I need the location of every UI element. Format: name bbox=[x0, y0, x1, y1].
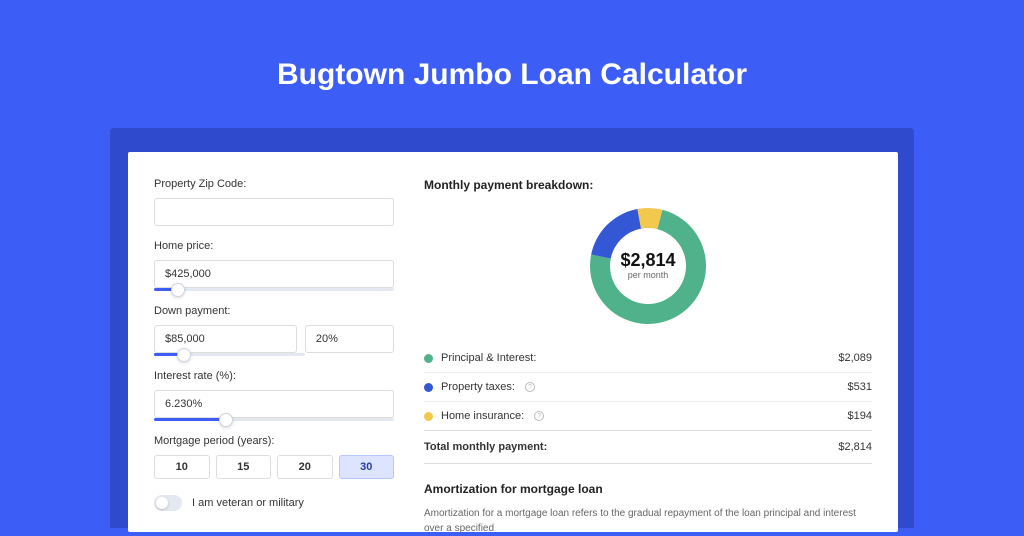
interest-slider-thumb[interactable] bbox=[219, 413, 233, 427]
help-icon[interactable]: ? bbox=[534, 411, 544, 421]
legend-value: $194 bbox=[848, 410, 872, 422]
veteran-row: I am veteran or military bbox=[154, 495, 394, 511]
legend-value: $2,089 bbox=[838, 352, 872, 364]
down-payment-slider[interactable] bbox=[154, 353, 305, 356]
breakdown-title: Monthly payment breakdown: bbox=[424, 178, 872, 192]
zip-input[interactable] bbox=[154, 198, 394, 226]
zip-field-group: Property Zip Code: bbox=[154, 178, 394, 226]
down-payment-pct-input[interactable] bbox=[305, 325, 394, 353]
donut-center-amount: $2,814 bbox=[620, 250, 675, 270]
interest-input[interactable] bbox=[154, 390, 394, 418]
home-price-input[interactable] bbox=[154, 260, 394, 288]
calculator-card: Property Zip Code: Home price: Down paym… bbox=[128, 152, 898, 532]
legend-label: Principal & Interest: bbox=[441, 352, 536, 364]
total-label: Total monthly payment: bbox=[424, 441, 547, 453]
down-payment-amount-input[interactable] bbox=[154, 325, 297, 353]
amortization-title: Amortization for mortgage loan bbox=[424, 482, 872, 496]
legend-row: Property taxes:? $531 bbox=[424, 373, 872, 402]
period-button-30[interactable]: 30 bbox=[339, 455, 395, 479]
legend-label: Property taxes: bbox=[441, 381, 515, 393]
donut-chart-wrap: $2,814 per month bbox=[424, 202, 872, 344]
interest-slider[interactable] bbox=[154, 418, 394, 421]
interest-field-group: Interest rate (%): bbox=[154, 370, 394, 421]
form-column: Property Zip Code: Home price: Down paym… bbox=[154, 178, 394, 532]
legend-dot bbox=[424, 412, 433, 421]
breakdown-column: Monthly payment breakdown: $2,814 per mo… bbox=[424, 178, 872, 532]
period-button-15[interactable]: 15 bbox=[216, 455, 272, 479]
legend-label: Home insurance: bbox=[441, 410, 524, 422]
donut-chart: $2,814 per month bbox=[588, 206, 708, 326]
home-price-field-group: Home price: bbox=[154, 240, 394, 291]
home-price-slider[interactable] bbox=[154, 288, 394, 291]
veteran-toggle[interactable] bbox=[154, 495, 182, 511]
period-button-20[interactable]: 20 bbox=[277, 455, 333, 479]
period-button-10[interactable]: 10 bbox=[154, 455, 210, 479]
total-value: $2,814 bbox=[838, 441, 872, 453]
down-payment-label: Down payment: bbox=[154, 305, 394, 317]
page-title: Bugtown Jumbo Loan Calculator bbox=[0, 0, 1024, 116]
donut-center-sub: per month bbox=[628, 270, 669, 280]
help-icon[interactable]: ? bbox=[525, 382, 535, 392]
home-price-slider-thumb[interactable] bbox=[171, 283, 185, 297]
total-row: Total monthly payment: $2,814 bbox=[424, 430, 872, 464]
down-payment-slider-thumb[interactable] bbox=[177, 348, 191, 362]
veteran-toggle-knob bbox=[156, 497, 168, 509]
period-label: Mortgage period (years): bbox=[154, 435, 394, 447]
legend-row: Home insurance:? $194 bbox=[424, 402, 872, 430]
home-price-label: Home price: bbox=[154, 240, 394, 252]
zip-label: Property Zip Code: bbox=[154, 178, 394, 190]
legend-row: Principal & Interest: $2,089 bbox=[424, 344, 872, 373]
legend-dot bbox=[424, 383, 433, 392]
veteran-label: I am veteran or military bbox=[192, 497, 304, 509]
legend-value: $531 bbox=[848, 381, 872, 393]
interest-label: Interest rate (%): bbox=[154, 370, 394, 382]
period-field-group: Mortgage period (years): 10152030 bbox=[154, 435, 394, 479]
down-payment-field-group: Down payment: bbox=[154, 305, 394, 356]
amortization-text: Amortization for a mortgage loan refers … bbox=[424, 506, 872, 536]
legend-dot bbox=[424, 354, 433, 363]
